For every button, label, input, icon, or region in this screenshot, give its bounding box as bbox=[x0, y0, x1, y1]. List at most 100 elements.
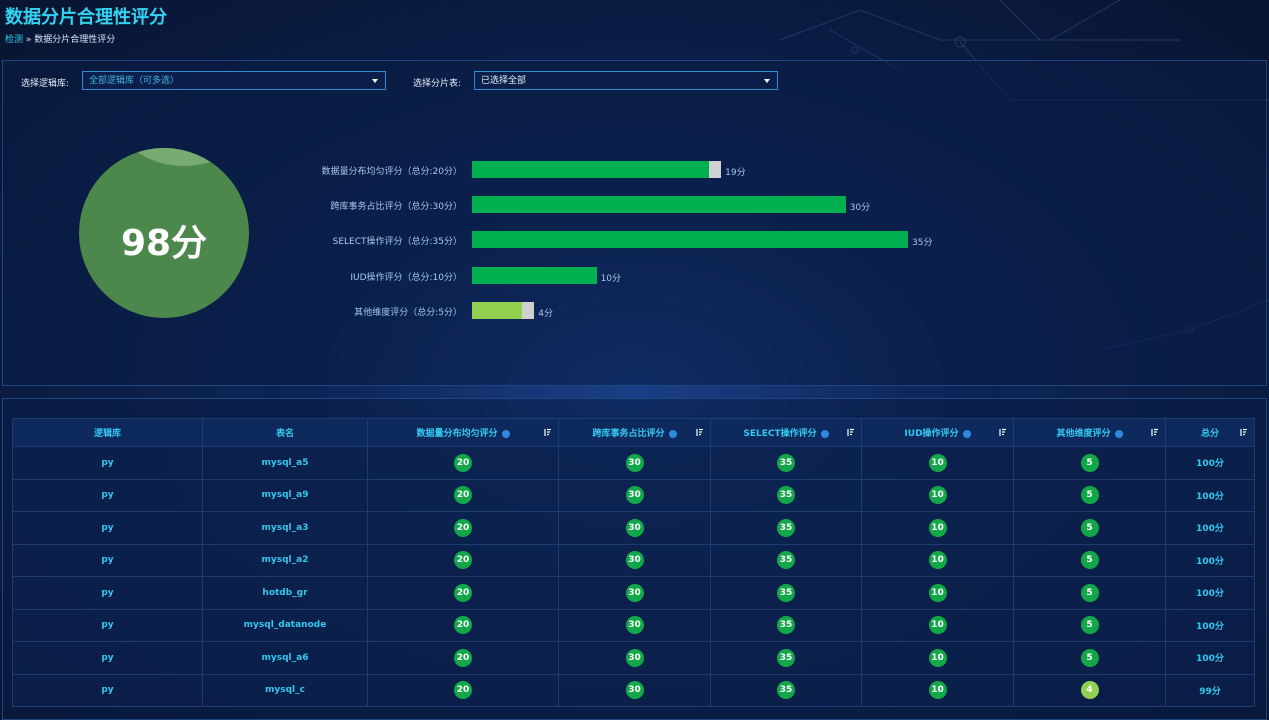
table-cell: 100分 bbox=[1165, 478, 1255, 512]
info-icon[interactable] bbox=[501, 429, 510, 438]
table-cell: 5 bbox=[1013, 511, 1166, 545]
bar bbox=[472, 196, 846, 214]
filter-label: 选择逻辑库: bbox=[21, 79, 70, 89]
score-badge: 30 bbox=[625, 551, 644, 570]
cell-text: mysql_a5 bbox=[261, 457, 309, 468]
score-badge: 20 bbox=[454, 616, 472, 635]
table-cell: py bbox=[12, 641, 203, 675]
column-title: IUD操作评分 bbox=[904, 429, 959, 439]
sort-button[interactable] bbox=[1150, 428, 1159, 440]
score-badge: 35 bbox=[777, 648, 795, 667]
column-header: SELECT操作评分 bbox=[710, 418, 862, 447]
sort-icon[interactable] bbox=[1239, 428, 1248, 437]
score-badge: 10 bbox=[928, 681, 947, 700]
filter-label: 选择分片表: bbox=[413, 79, 462, 89]
info-icon[interactable] bbox=[962, 429, 971, 438]
table-cell: 100分 bbox=[1165, 511, 1255, 545]
table-cell: 100分 bbox=[1165, 576, 1255, 610]
table-row: py hotdb_gr 20 30 35 10 5 100分 bbox=[12, 576, 1255, 610]
cell-text: py bbox=[101, 522, 114, 533]
table-cell: 20 bbox=[367, 576, 559, 610]
table-cell: hotdb_gr bbox=[202, 576, 368, 610]
table-cell: 20 bbox=[367, 446, 559, 480]
table-cell: 10 bbox=[861, 608, 1014, 642]
score-badge: 20 bbox=[454, 518, 472, 537]
score-table: 逻辑库 表名 数据量分布均匀评分 跨库事务占比评分 SELECT操作评分 IUD操作评分 其… bbox=[12, 418, 1255, 707]
sort-icon[interactable] bbox=[846, 428, 855, 437]
table-cell: 35 bbox=[710, 608, 862, 642]
sort-icon[interactable] bbox=[543, 428, 552, 437]
info-icon[interactable] bbox=[668, 429, 677, 438]
score-badge: 10 bbox=[928, 486, 947, 505]
score-badge: 5 bbox=[1080, 648, 1099, 667]
score-badge: 30 bbox=[625, 453, 644, 472]
bar-label: IUD操作评分（总分:10分） bbox=[350, 272, 462, 283]
cell-text: py bbox=[101, 555, 114, 566]
score-badge: 20 bbox=[454, 486, 472, 505]
score-badge: 20 bbox=[454, 453, 472, 472]
cell-text: 100分 bbox=[1196, 556, 1224, 567]
sort-icon[interactable] bbox=[998, 428, 1007, 437]
sort-icon[interactable] bbox=[695, 428, 704, 437]
table-cell: 5 bbox=[1013, 478, 1166, 512]
logic-db-select[interactable]: 全部逻辑库（可多选） bbox=[82, 71, 386, 90]
score-badge: 30 bbox=[625, 616, 644, 635]
cell-text: mysql_a6 bbox=[261, 652, 309, 663]
cell-text: mysql_c bbox=[265, 685, 305, 696]
score-badge: 4 bbox=[1080, 681, 1099, 700]
column-header: 跨库事务占比评分 bbox=[558, 418, 711, 447]
table-cell: 20 bbox=[367, 511, 559, 545]
info-icon[interactable] bbox=[820, 429, 829, 438]
column-header: 逻辑库 bbox=[12, 418, 203, 447]
bar-value: 4分 bbox=[538, 308, 554, 319]
table-row: py mysql_a3 20 30 35 10 5 100分 bbox=[12, 511, 1255, 545]
table-cell: py bbox=[12, 478, 203, 512]
cell-text: 99分 bbox=[1199, 686, 1221, 697]
table-cell: 100分 bbox=[1165, 641, 1255, 675]
table-row: py mysql_a5 20 30 35 10 5 100分 bbox=[12, 446, 1255, 480]
sort-icon[interactable] bbox=[1150, 428, 1159, 437]
sort-button[interactable] bbox=[695, 428, 704, 440]
cell-text: hotdb_gr bbox=[262, 587, 308, 598]
column-title: 逻辑库 bbox=[93, 429, 121, 439]
score-badge: 20 bbox=[454, 681, 472, 700]
score-badge: 35 bbox=[777, 583, 795, 602]
score-badge: 35 bbox=[777, 486, 795, 505]
cell-text: mysql_a3 bbox=[261, 522, 309, 533]
table-row: py mysql_datanode 20 30 35 10 5 100分 bbox=[12, 608, 1255, 642]
column-header: IUD操作评分 bbox=[861, 418, 1014, 447]
column-title: SELECT操作评分 bbox=[743, 429, 817, 439]
table-cell: 100分 bbox=[1165, 543, 1255, 577]
score-badge: 10 bbox=[928, 648, 947, 667]
table-cell: mysql_a9 bbox=[202, 478, 368, 512]
sort-button[interactable] bbox=[543, 428, 552, 440]
score-badge: 5 bbox=[1080, 583, 1099, 602]
sort-button[interactable] bbox=[846, 428, 855, 440]
sort-button[interactable] bbox=[1239, 428, 1248, 440]
bar-value: 30分 bbox=[849, 203, 871, 214]
score-badge: 35 bbox=[777, 551, 795, 570]
breadcrumb: 检测 » 数据分片合理性评分 bbox=[5, 32, 115, 45]
table-cell: 35 bbox=[710, 478, 862, 512]
table-cell: py bbox=[12, 608, 203, 642]
cell-text: py bbox=[101, 685, 114, 696]
table-cell: 10 bbox=[861, 673, 1014, 707]
table-row: py mysql_c 20 30 35 10 4 99分 bbox=[12, 673, 1255, 707]
table-row: py mysql_a6 20 30 35 10 5 100分 bbox=[12, 641, 1255, 675]
column-title: 表名 bbox=[275, 429, 294, 439]
breadcrumb-link[interactable]: 检测 bbox=[5, 35, 24, 45]
table-select[interactable]: 已选择全部 bbox=[474, 71, 778, 90]
bar bbox=[472, 301, 522, 319]
bar-value: 10分 bbox=[600, 273, 622, 284]
column-header: 其他维度评分 bbox=[1013, 418, 1166, 447]
score-badge: 30 bbox=[625, 518, 644, 537]
cell-text: 100分 bbox=[1196, 524, 1224, 535]
score-badge: 10 bbox=[928, 616, 947, 635]
info-icon[interactable] bbox=[1114, 429, 1123, 438]
breadcrumb-separator: » bbox=[25, 35, 35, 45]
sort-button[interactable] bbox=[998, 428, 1007, 440]
score-badge: 30 bbox=[625, 486, 644, 505]
table-cell: 30 bbox=[558, 641, 711, 675]
table-cell: 35 bbox=[710, 673, 862, 707]
